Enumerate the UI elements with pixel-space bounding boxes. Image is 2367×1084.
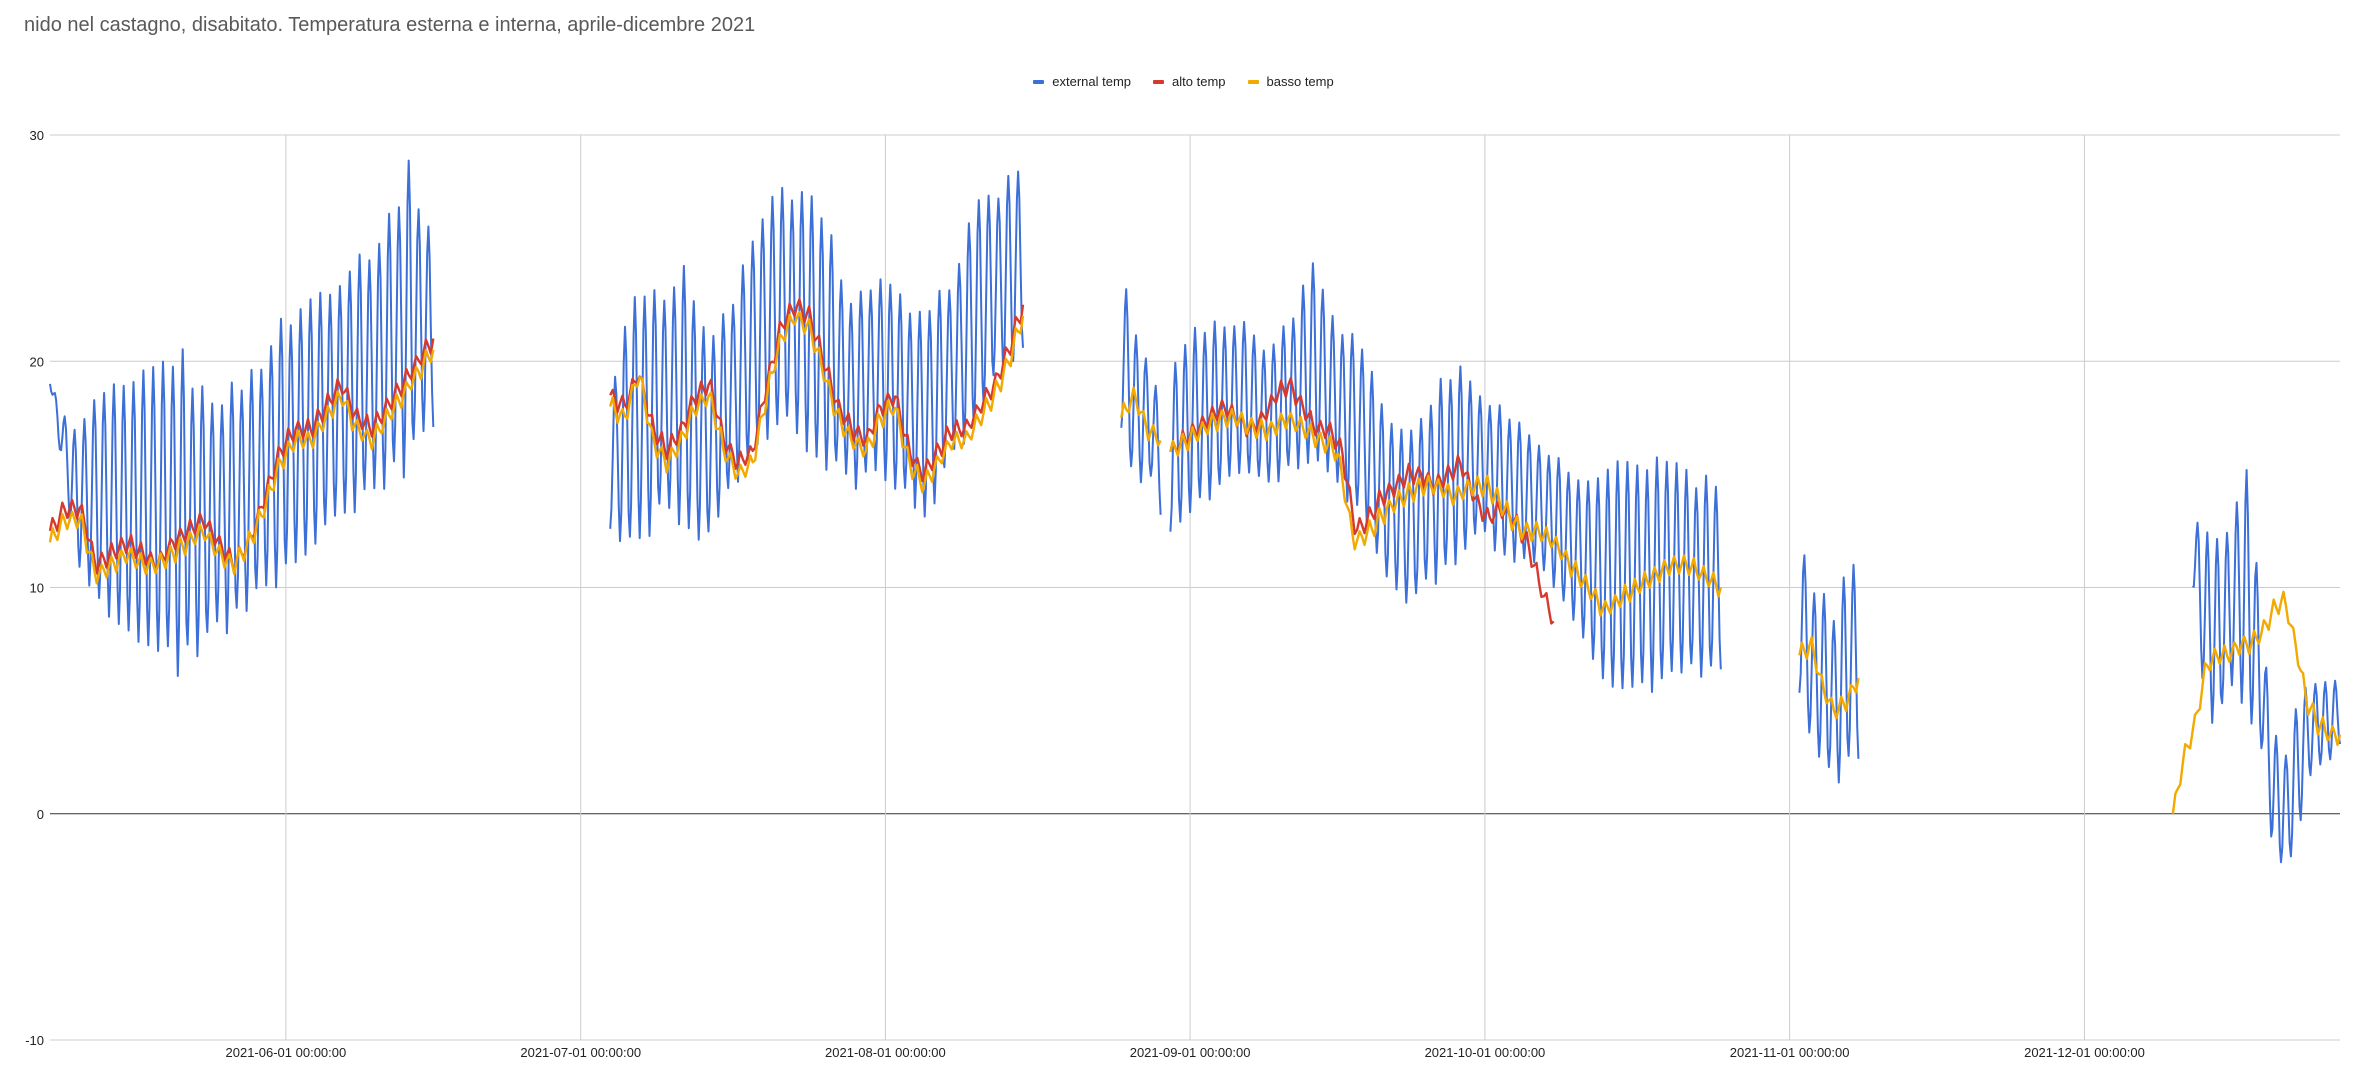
y-tick-label: 10: [30, 581, 44, 596]
x-tick-label: 2021-10-01 00:00:00: [1425, 1045, 1546, 1060]
x-tick-label: 2021-07-01 00:00:00: [520, 1045, 641, 1060]
legend-label-basso-temp: basso temp: [1266, 74, 1334, 89]
series-line-basso-temp: [1798, 636, 1860, 720]
x-tick-label: 2021-06-01 00:00:00: [226, 1045, 347, 1060]
series-line-basso-temp: [609, 310, 1025, 494]
series-line-basso-temp: [1169, 408, 1722, 617]
series-line-alto-temp: [609, 298, 1025, 483]
legend-swatch-basso-temp: [1247, 79, 1259, 84]
series-line-basso-temp: [1120, 386, 1162, 447]
axes: -10 0 10 20 30 2021-06-01 00:00:00 2021-07-01 …: [25, 128, 2145, 1060]
chart-title: nido nel castagno, disabitato. Temperatu…: [24, 14, 756, 36]
series-line-basso-temp: [2171, 590, 2342, 814]
series-lines: [48, 159, 2342, 864]
series-line-external-temp: [1169, 262, 1722, 693]
legend-swatch-external-temp: [1033, 79, 1045, 84]
legend-label-alto-temp: alto temp: [1172, 74, 1226, 89]
series-line-external-temp: [49, 159, 435, 677]
legend: external temp alto temp basso temp: [0, 74, 2367, 89]
legend-entry-alto-temp[interactable]: alto temp: [1153, 74, 1226, 89]
legend-label-external-temp: external temp: [1052, 74, 1132, 89]
y-tick-label: 30: [30, 128, 44, 143]
series-line-basso-temp: [48, 348, 435, 585]
legend-entry-basso-temp[interactable]: basso temp: [1247, 74, 1334, 89]
x-tick-label: 2021-12-01 00:00:00: [2024, 1045, 2145, 1060]
series-line-external-temp: [609, 170, 1024, 543]
x-tick-label: 2021-11-01 00:00:00: [1730, 1045, 1850, 1060]
y-tick-label: 0: [37, 807, 44, 822]
x-tick-label: 2021-09-01 00:00:00: [1130, 1045, 1251, 1060]
y-tick-label: -10: [25, 1033, 44, 1048]
legend-entry-external-temp[interactable]: external temp: [1033, 74, 1131, 89]
series-line-external-temp: [1798, 554, 1860, 784]
x-tick-label: 2021-08-01 00:00:00: [825, 1045, 946, 1060]
gridlines: [50, 134, 2340, 1041]
y-tick-label: 20: [30, 354, 44, 369]
legend-swatch-alto-temp: [1153, 79, 1165, 84]
series-line-external-temp: [1120, 288, 1162, 515]
series-line-external-temp: [2191, 469, 2341, 864]
